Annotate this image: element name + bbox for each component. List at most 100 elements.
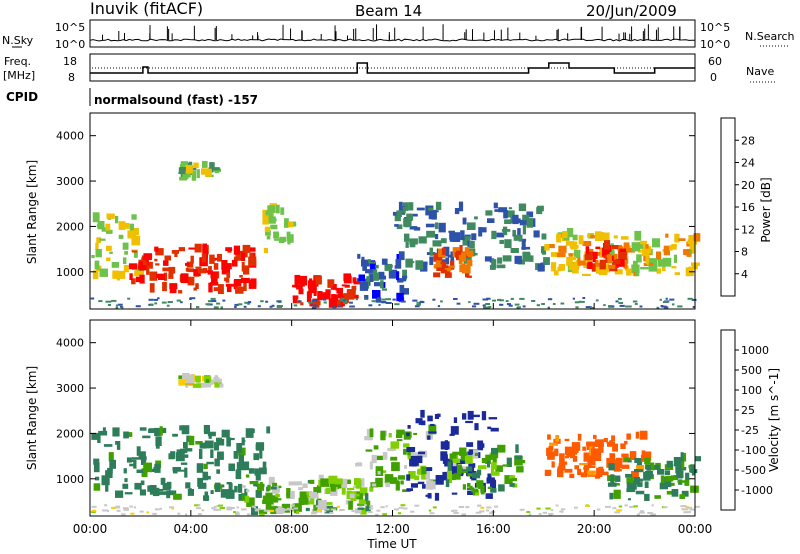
heatmap-cell (457, 459, 466, 464)
heatmap-cell (266, 500, 274, 510)
heatmap-cell (462, 413, 467, 420)
heatmap-cell (359, 282, 369, 291)
heatmap-cell (444, 268, 452, 272)
heatmap-cell (568, 253, 573, 257)
heatmap-cell (663, 506, 668, 509)
heatmap-cell (510, 248, 519, 253)
heatmap-cell (208, 266, 212, 274)
heatmap-cell (508, 207, 513, 210)
heatmap-cell (435, 201, 442, 211)
heatmap-cell (396, 429, 405, 435)
heatmap-cell (613, 489, 621, 499)
heatmap-cell (199, 442, 207, 449)
heatmap-cell (614, 511, 620, 514)
heatmap-cell (685, 267, 689, 277)
heatmap-cell (323, 301, 327, 304)
heatmap-cell (211, 272, 218, 282)
heatmap-cell (497, 444, 506, 453)
heatmap-cell (95, 249, 102, 258)
heatmap-cell (219, 507, 226, 509)
heatmap-cell (355, 298, 358, 301)
heatmap-cell (550, 262, 557, 272)
velocity-colorbar-label: Velocity [m s^-1] (767, 368, 781, 472)
heatmap-cell (104, 504, 108, 507)
heatmap-cell (185, 268, 189, 272)
heatmap-cell (451, 492, 458, 495)
heatmap-cell (273, 231, 279, 239)
heatmap-cell (159, 426, 163, 436)
heatmap-cell (327, 279, 335, 288)
heatmap-cell (286, 492, 291, 499)
heatmap-cell (402, 275, 408, 278)
heatmap-cell (325, 487, 331, 494)
heatmap-cell (139, 274, 145, 284)
heatmap-cell (473, 302, 480, 305)
heatmap-cell (380, 280, 384, 289)
heatmap-cell (154, 508, 160, 511)
heatmap-cell (402, 277, 407, 282)
y-tick-label: 4000 (56, 337, 84, 350)
heatmap-cell (536, 507, 541, 510)
heatmap-cell (213, 508, 220, 511)
heatmap-cell (440, 238, 447, 244)
heatmap-cell (452, 451, 461, 455)
heatmap-cell (396, 271, 400, 281)
freq-tick-top: 18 (63, 55, 77, 68)
velocity-panel-frame (89, 319, 696, 517)
heatmap-cell (442, 454, 448, 464)
heatmap-cell (506, 457, 512, 467)
heatmap-cell (214, 482, 221, 492)
heatmap-cell (480, 485, 485, 495)
heatmap-cell (346, 490, 352, 500)
heatmap-cell (402, 489, 411, 492)
heatmap-cell (618, 251, 627, 260)
heatmap-cell (621, 464, 630, 469)
heatmap-cell (135, 276, 143, 283)
heatmap-cell (250, 278, 257, 286)
heatmap-cell (349, 493, 355, 499)
heatmap-cell (205, 303, 211, 306)
heatmap-cell (390, 456, 398, 461)
heatmap-cell (195, 266, 202, 269)
heatmap-cell (477, 469, 482, 476)
heatmap-cell (347, 479, 351, 485)
heatmap-cell (168, 273, 174, 279)
heatmap-cell (615, 300, 619, 303)
heatmap-cell (360, 508, 367, 515)
heatmap-cell (397, 512, 402, 515)
heatmap-cell (618, 302, 624, 304)
heatmap-cell (185, 384, 189, 388)
heatmap-cell (466, 442, 474, 447)
heatmap-cell (462, 217, 467, 225)
heatmap-cell (196, 169, 200, 179)
heatmap-cell (93, 458, 100, 465)
heatmap-cell (433, 264, 442, 269)
heatmap-cell (657, 469, 665, 475)
heatmap-cell (478, 504, 482, 507)
heatmap-cell (487, 486, 492, 489)
heatmap-cell (97, 221, 105, 230)
heatmap-cell (583, 467, 590, 470)
heatmap-cell (331, 294, 339, 301)
heatmap-cell (255, 442, 265, 451)
heatmap-cell (149, 283, 155, 293)
heatmap-cell (136, 469, 144, 473)
heatmap-cell (161, 301, 167, 304)
heatmap-cell (99, 268, 108, 277)
heatmap-cell (204, 440, 214, 449)
heatmap-cell (298, 497, 305, 505)
heatmap-cell (639, 305, 643, 308)
heatmap-cell (590, 235, 595, 239)
heatmap-cell (687, 297, 693, 300)
heatmap-cell (478, 227, 483, 237)
heatmap-cell (168, 266, 176, 274)
heatmap-cell (133, 251, 138, 258)
heatmap-cell (368, 304, 373, 307)
heatmap-cell (571, 442, 581, 451)
heatmap-cell (360, 478, 365, 487)
heatmap-cell (233, 511, 237, 514)
heatmap-cell (665, 233, 669, 238)
heatmap-cell (352, 277, 357, 283)
heatmap-cell (105, 482, 109, 492)
heatmap-cell (244, 495, 250, 503)
